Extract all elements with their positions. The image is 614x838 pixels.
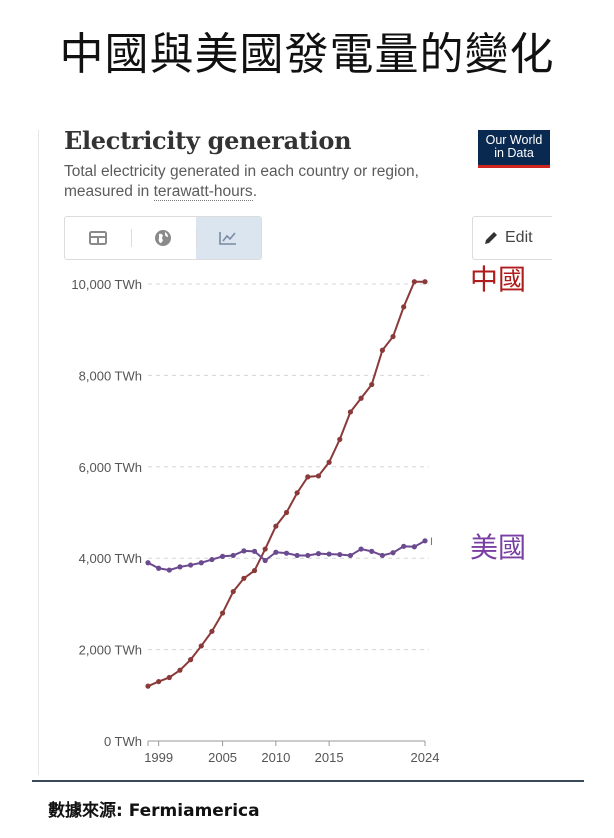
series-usa-point bbox=[326, 551, 332, 557]
series-china-point bbox=[219, 610, 226, 616]
series-usa-point bbox=[379, 552, 385, 559]
y-tick-label: 2,000 TWh bbox=[79, 643, 142, 658]
series-china-point bbox=[326, 459, 332, 465]
x-tick-label: 2010 bbox=[261, 750, 290, 765]
series-china-point bbox=[166, 674, 172, 681]
series-usa-point bbox=[262, 557, 268, 564]
series-china-point bbox=[422, 279, 428, 285]
series-china-point bbox=[305, 474, 311, 480]
bottom-rule bbox=[32, 780, 584, 782]
series-usa-point bbox=[337, 551, 343, 558]
series-china-point bbox=[262, 546, 268, 552]
series-china-point bbox=[401, 304, 407, 310]
series-china-point bbox=[177, 667, 183, 673]
series-china-point bbox=[283, 509, 290, 516]
series-china-point bbox=[315, 473, 322, 479]
series-usa-point bbox=[188, 562, 194, 568]
series-usa-point bbox=[219, 553, 226, 559]
x-tick-label: 2015 bbox=[315, 750, 344, 765]
series-usa-point bbox=[411, 544, 417, 550]
x-tick-label: 2005 bbox=[208, 750, 237, 765]
y-tick-label: 0 TWh bbox=[104, 734, 142, 749]
series-china-point bbox=[337, 436, 343, 442]
series-china-point bbox=[347, 409, 354, 415]
x-tick-label: 1999 bbox=[144, 750, 173, 765]
series-china-point bbox=[241, 575, 247, 581]
unit-link[interactable]: terawatt-hours bbox=[153, 183, 253, 201]
series-usa-point bbox=[305, 552, 311, 559]
series-usa-point bbox=[166, 567, 172, 573]
y-tick-label: 4,000 TWh bbox=[79, 551, 142, 566]
series-china-point bbox=[294, 490, 300, 496]
subtitle-text: Total electricity generated in each coun… bbox=[64, 163, 419, 200]
series-usa-point bbox=[401, 543, 407, 549]
series-usa-point bbox=[422, 538, 428, 544]
series-china-point bbox=[379, 347, 385, 353]
series-usa-point bbox=[347, 552, 354, 559]
series-china-point bbox=[358, 395, 364, 401]
series-usa-point bbox=[358, 546, 364, 552]
series-usa-point bbox=[156, 565, 162, 571]
series-china-point bbox=[390, 333, 396, 340]
view-tabs bbox=[64, 216, 262, 260]
series-usa-point bbox=[390, 550, 396, 556]
subtitle-suffix: . bbox=[252, 183, 257, 200]
series-usa-point bbox=[230, 552, 236, 559]
tab-table[interactable] bbox=[65, 217, 130, 259]
source-note: 數據來源: Fermiamerica bbox=[48, 801, 260, 821]
chart-subtitle: Total electricity generated in each coun… bbox=[64, 162, 469, 202]
x-tick-label: 2024 bbox=[411, 750, 440, 765]
series-usa-point bbox=[145, 560, 151, 566]
series-usa-point bbox=[294, 552, 300, 559]
edit-label: Edit bbox=[505, 229, 533, 246]
annotation-china: 中國 bbox=[470, 263, 527, 296]
series-china-point bbox=[188, 657, 194, 663]
logo-line2: in Data bbox=[494, 146, 534, 160]
series-china-line bbox=[147, 280, 425, 688]
pencil-icon bbox=[485, 232, 497, 244]
series-china-point bbox=[145, 683, 151, 689]
series-usa-point bbox=[273, 549, 279, 555]
series-china-point bbox=[411, 279, 417, 285]
page-title: 中國與美國發電量的變化 bbox=[59, 29, 555, 80]
series-usa-point bbox=[241, 548, 247, 554]
tab-chart[interactable] bbox=[195, 217, 261, 259]
owid-logo[interactable]: Our World in Data bbox=[478, 130, 550, 168]
series-china-point bbox=[209, 628, 215, 634]
table-icon bbox=[88, 231, 107, 245]
series-china-point bbox=[156, 678, 162, 685]
card-edge bbox=[38, 130, 39, 775]
series-end-label: I bbox=[430, 536, 433, 548]
line-chart-icon bbox=[219, 232, 237, 245]
y-tick-label: 10,000 TWh bbox=[71, 277, 142, 292]
series-usa-point bbox=[315, 551, 322, 557]
tab-map[interactable] bbox=[130, 217, 195, 259]
series-usa-point bbox=[283, 550, 290, 556]
chart-card bbox=[38, 112, 586, 780]
chart-title: Electricity generation bbox=[64, 126, 352, 155]
tab-divider bbox=[131, 229, 132, 247]
y-tick-label: 8,000 TWh bbox=[79, 368, 142, 383]
y-tick-label: 6,000 TWh bbox=[79, 460, 142, 475]
series-china-point bbox=[251, 567, 258, 574]
series-usa-point bbox=[198, 560, 204, 566]
edit-button[interactable]: Edit bbox=[472, 216, 552, 260]
tab-divider bbox=[196, 229, 197, 247]
logo-line1: Our World bbox=[485, 133, 543, 147]
series-usa-point bbox=[177, 564, 183, 570]
globe-icon bbox=[154, 230, 171, 246]
series-usa-point bbox=[251, 548, 258, 554]
series-china-point bbox=[198, 643, 204, 649]
series-china-point bbox=[230, 588, 236, 595]
series-china-point bbox=[273, 523, 279, 529]
series-china-point bbox=[369, 381, 375, 388]
annotation-usa: 美國 bbox=[470, 531, 527, 564]
series-usa-point bbox=[209, 556, 215, 563]
series-usa-point bbox=[369, 548, 375, 554]
